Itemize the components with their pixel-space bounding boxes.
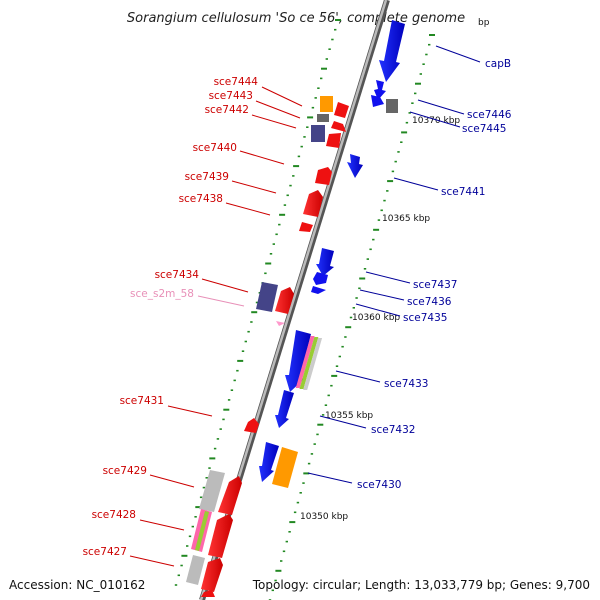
gene-label-sce7439[interactable]: sce7439 [185,171,229,183]
left-guide-ticks [174,19,341,586]
gene-label-sce7436[interactable]: sce7436 [407,296,452,308]
gene-label-sce7429[interactable]: sce7429 [103,465,147,477]
gene-sce7427[interactable] [201,558,223,592]
gene-sce7445[interactable] [386,99,398,113]
gene-label-sce7434[interactable]: sce7434 [155,269,200,281]
gene-sce7430-blue[interactable] [259,442,279,482]
gene-sce7444[interactable] [320,96,333,112]
gene-sce7429-gray[interactable] [199,470,225,512]
gene-label-sce7440[interactable]: sce7440 [193,142,237,154]
gene-label-sce7438[interactable]: sce7438 [179,193,223,205]
gene-label-sce7442[interactable]: sce7442 [205,104,249,116]
gene-sce7433-stripe-pink [295,336,315,388]
gene-sce7433-stripe-gray [303,338,323,390]
gene-sce7442b[interactable] [326,133,341,148]
gene-sce7434b[interactable] [275,287,294,314]
gene-label-sce7446[interactable]: sce7446 [467,109,512,121]
gene-sce7433[interactable] [285,330,311,392]
tick-label-10360: 10360 kbp [352,313,400,323]
tick-label-10350: 10350 kbp [300,512,348,522]
gene-capB[interactable] [379,20,405,82]
gene-label-sce7433[interactable]: sce7433 [384,378,428,390]
gene-label-sce7437[interactable]: sce7437 [413,279,457,291]
genome-summary-text: Topology: circular; Length: 13,033,779 b… [252,578,590,592]
gene-sce7433-stripe-green [299,337,319,389]
gene-label-sce7427[interactable]: sce7427 [83,546,127,558]
gene-label-sce7430[interactable]: sce7430 [357,479,401,491]
gene-sce7438[interactable] [299,222,313,232]
gene-sce7440[interactable] [315,167,332,185]
gene-label-sce7435[interactable]: sce7435 [403,312,447,324]
gene-sce7427b[interactable] [201,590,215,597]
gene-sce7432[interactable] [275,390,294,428]
gene-label-sce7441[interactable]: sce7441 [441,186,485,198]
gene-sce7434[interactable] [256,282,278,312]
right-leader-lines [307,45,481,484]
gene-sce7430[interactable] [272,447,298,488]
gene-sce7443[interactable] [317,114,329,122]
gene-label-sce-s2m-58[interactable]: sce_s2m_58 [130,288,194,300]
gene-sce-s2m-58[interactable] [276,321,285,326]
forward-strand-genes [186,96,349,597]
gene-label-sce7432[interactable]: sce7432 [371,424,415,436]
gene-sce7446b[interactable] [371,95,384,107]
gene-label-capB[interactable]: capB [485,58,511,70]
gene-sce7428-green[interactable] [195,511,209,551]
gene-sce7446[interactable] [374,80,386,100]
map-title: Sorangium cellulosum 'So ce 56', complet… [127,11,465,26]
tick-label-10370: 10370 kbp [412,116,460,126]
tick-label-10355: 10355 kbp [325,411,373,421]
gene-sce7427-gray[interactable] [186,555,205,585]
gene-sce7428[interactable] [208,514,233,558]
left-leader-lines [129,86,303,567]
accession-text: Accession: NC_010162 [9,578,146,592]
leader-line-rna [197,295,245,307]
gene-sce7442[interactable] [311,125,325,142]
tick-label-10365: 10365 kbp [382,214,430,224]
tick-label-top: bp [478,18,490,28]
gene-sce7444b[interactable] [334,102,349,118]
gene-label-sce7445[interactable]: sce7445 [462,123,506,135]
gene-sce7443b[interactable] [331,121,346,132]
gene-sce7441[interactable] [347,154,363,178]
gene-label-sce7443[interactable]: sce7443 [209,90,253,102]
gene-sce7431[interactable] [244,418,259,433]
reverse-strand-genes [259,20,405,488]
right-guide-ticks [268,34,435,600]
gene-sce7429[interactable] [218,476,242,515]
gene-label-sce7444[interactable]: sce7444 [214,76,259,88]
gene-sce7436[interactable] [313,272,328,285]
gene-sce7439[interactable] [303,190,323,217]
gene-sce7437[interactable] [316,248,334,276]
gene-label-sce7431[interactable]: sce7431 [120,395,164,407]
gene-sce7435[interactable] [311,286,326,294]
gene-label-sce7428[interactable]: sce7428 [92,509,136,521]
